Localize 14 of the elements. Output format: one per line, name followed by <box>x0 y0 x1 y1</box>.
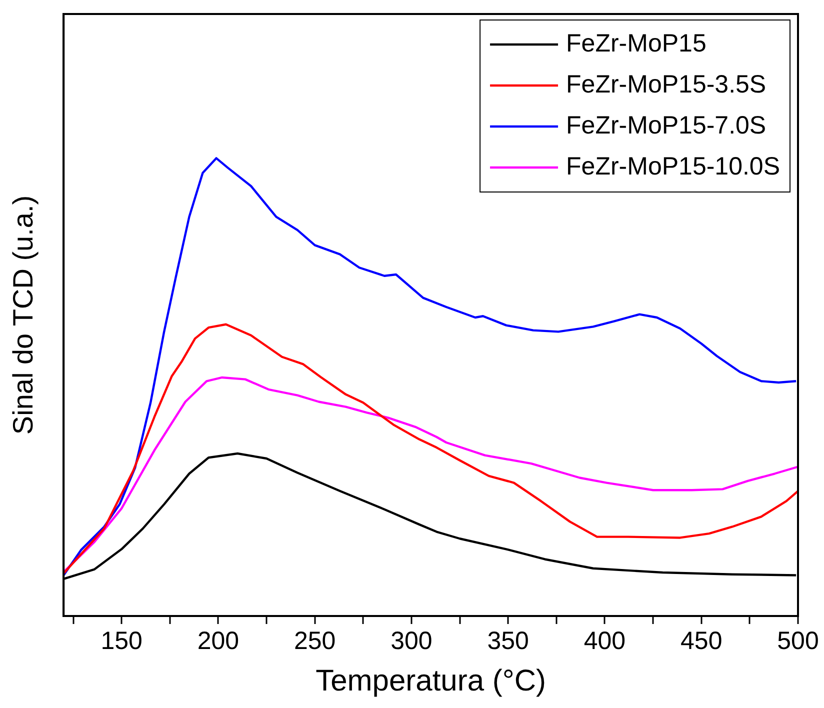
legend-label: FeZr-MoP15 <box>566 29 706 58</box>
x-tick-label: 500 <box>777 626 819 655</box>
x-tick-label: 350 <box>487 626 529 655</box>
x-tick-label: 250 <box>294 626 336 655</box>
x-tick-label: 450 <box>680 626 722 655</box>
x-tick-label: 400 <box>584 626 626 655</box>
x-tick-label: 300 <box>390 626 432 655</box>
legend-label: FeZr-MoP15-3.5S <box>566 70 766 98</box>
x-tick-label: 150 <box>100 626 142 655</box>
x-axis-title: Temperatura (°C) <box>316 664 546 698</box>
legend-label: FeZr-MoP15-10.0S <box>566 152 780 180</box>
x-tick-label: 200 <box>197 626 240 655</box>
legend-label: FeZr-MoP15-7.0S <box>566 111 766 140</box>
y-axis-title: Sinal do TCD (u.a.) <box>8 195 39 435</box>
